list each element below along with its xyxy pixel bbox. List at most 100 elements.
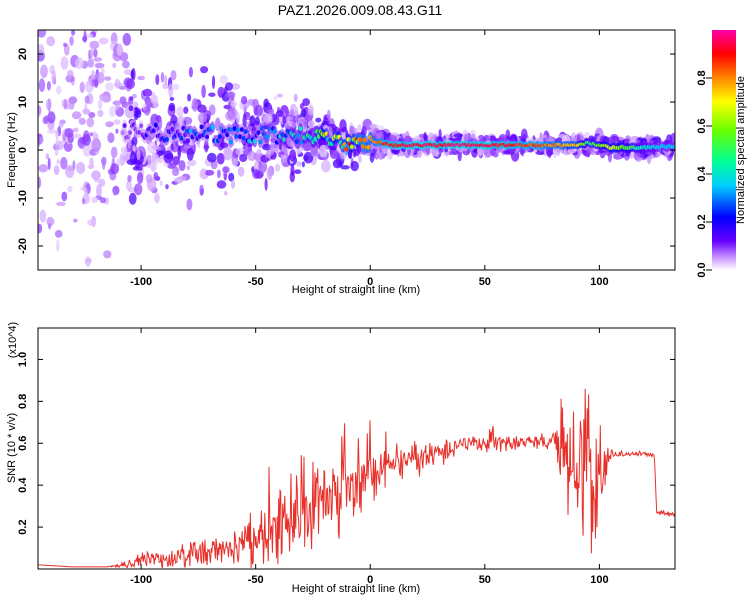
spectrogram-cell bbox=[186, 198, 193, 211]
spectrogram-cell bbox=[165, 184, 169, 190]
spectrogram-cell bbox=[264, 178, 268, 191]
spectrogram-cell bbox=[171, 166, 180, 177]
snr-series-line bbox=[38, 388, 675, 569]
spectrogram-cell bbox=[224, 190, 228, 196]
spectrogram-cell bbox=[91, 170, 101, 181]
spectrogram-cell bbox=[128, 105, 134, 112]
spectrogram-cell bbox=[116, 43, 123, 57]
spectrogram-cell bbox=[128, 192, 137, 205]
spectrogram-cell bbox=[254, 104, 263, 117]
spectrogram-cell bbox=[84, 95, 90, 104]
spectrogram-cell bbox=[110, 163, 120, 175]
x-tick-label: 50 bbox=[479, 276, 491, 288]
spectrogram-cell bbox=[200, 188, 204, 196]
spectrogram-cell bbox=[340, 165, 350, 170]
spectrogram-y-ticks: -20 -10 0 10 20 bbox=[17, 48, 675, 254]
spectrogram-cell bbox=[159, 180, 163, 186]
spectrogram-cell bbox=[339, 119, 347, 133]
spectrogram-cell bbox=[168, 83, 174, 98]
spectrogram-cell bbox=[186, 147, 194, 161]
y-tick-label: -10 bbox=[17, 190, 29, 206]
spectrogram-cell bbox=[61, 191, 68, 202]
spectrogram-cell bbox=[94, 79, 99, 88]
spectrogram-cell bbox=[85, 256, 91, 267]
spectrogram-cell bbox=[87, 59, 95, 68]
spectrogram-ridge-cell bbox=[239, 127, 244, 132]
spectrogram-cell bbox=[369, 123, 379, 129]
spectrogram-cell bbox=[486, 136, 491, 142]
colorbar-tick-label: 0.6 bbox=[696, 118, 708, 133]
spectrogram-cell bbox=[60, 56, 69, 70]
spectrogram-cell bbox=[423, 132, 427, 141]
spectrogram-cell bbox=[361, 125, 367, 137]
spectrogram-cell bbox=[113, 82, 123, 87]
spectrogram-cell bbox=[211, 75, 216, 89]
spectrogram-cell bbox=[303, 151, 314, 164]
spectrogram-cell bbox=[47, 157, 51, 171]
spectrogram-cell bbox=[60, 156, 68, 170]
x-tick-label: 0 bbox=[367, 276, 373, 288]
spectrogram-cell bbox=[66, 15, 75, 25]
spectrogram-ridge-cell bbox=[139, 123, 144, 129]
spectrogram-x-ticks: -100 -50 0 50 100 bbox=[130, 30, 609, 288]
spectrogram-cell bbox=[89, 40, 100, 50]
spectrogram-ridge-cell bbox=[272, 129, 277, 134]
spectrogram-cell bbox=[55, 85, 62, 95]
spectrogram-cell bbox=[290, 163, 295, 176]
spectrogram-cell bbox=[38, 223, 43, 234]
spectrogram-cell bbox=[275, 110, 284, 117]
spectrogram-cell bbox=[273, 115, 280, 126]
spectrogram-cell bbox=[132, 145, 136, 152]
spectrogram-cell bbox=[102, 158, 106, 170]
spectrogram-cell bbox=[113, 119, 121, 125]
spectrogram-cell bbox=[228, 172, 235, 182]
spectrogram-cell bbox=[63, 99, 68, 110]
spectrogram-cell bbox=[46, 36, 56, 47]
spectrogram-cell bbox=[48, 223, 52, 230]
spectrogram-ridge-cell bbox=[217, 134, 222, 140]
y-tick-label: 0 bbox=[17, 147, 29, 153]
spectrogram-cell bbox=[200, 168, 206, 177]
spectrogram-cell bbox=[90, 70, 96, 80]
spectrogram-cell bbox=[170, 143, 174, 151]
spectrogram-cell bbox=[129, 96, 134, 101]
spectrogram-ridge-cell bbox=[227, 126, 232, 132]
spectrogram-cell bbox=[223, 146, 233, 161]
spectrogram-ridge-cell bbox=[179, 135, 184, 141]
spectrogram-cell bbox=[175, 140, 179, 147]
spectrogram-ridge-cell bbox=[153, 122, 158, 128]
spectrogram-cell bbox=[669, 132, 675, 143]
spectrogram-cell bbox=[79, 81, 85, 94]
spectrogram-cell bbox=[40, 64, 48, 79]
spectrogram-ridge-cell bbox=[265, 134, 270, 140]
spectrogram-cell bbox=[116, 158, 122, 167]
spectrogram-cell bbox=[319, 144, 328, 158]
spectrogram-cell bbox=[307, 120, 316, 129]
x-tick-label: -100 bbox=[130, 574, 152, 586]
spectrogram-cell bbox=[263, 113, 273, 125]
spectrogram-cell bbox=[170, 70, 177, 81]
spectrogram-cell bbox=[241, 95, 248, 105]
spectrogram-cell bbox=[378, 149, 384, 160]
spectrogram-cell bbox=[89, 157, 94, 169]
spectrogram-heatmap bbox=[38, 15, 675, 267]
spectrogram-cell bbox=[186, 165, 190, 171]
spectrogram-cell bbox=[143, 106, 151, 116]
spectrogram-cell bbox=[38, 78, 46, 92]
y-tick-label: 0.2 bbox=[17, 519, 29, 534]
spectrogram-cell bbox=[219, 142, 229, 149]
spectrogram-cell bbox=[88, 78, 93, 86]
spectrogram-cell bbox=[178, 160, 186, 172]
spectrogram-cell bbox=[201, 84, 206, 98]
y-tick-label: 0.6 bbox=[17, 436, 29, 451]
spectrogram-cell bbox=[93, 48, 98, 58]
spectrogram-cell bbox=[188, 66, 193, 78]
spectrogram-cell bbox=[101, 95, 112, 103]
spectrogram-cell bbox=[216, 152, 225, 165]
spectrogram-cell bbox=[97, 99, 103, 110]
spectrogram-cell bbox=[242, 114, 247, 128]
spectrogram-ridge-cell bbox=[344, 146, 349, 152]
spectrogram-cell bbox=[63, 42, 67, 48]
spectrogram-cell bbox=[357, 155, 362, 163]
